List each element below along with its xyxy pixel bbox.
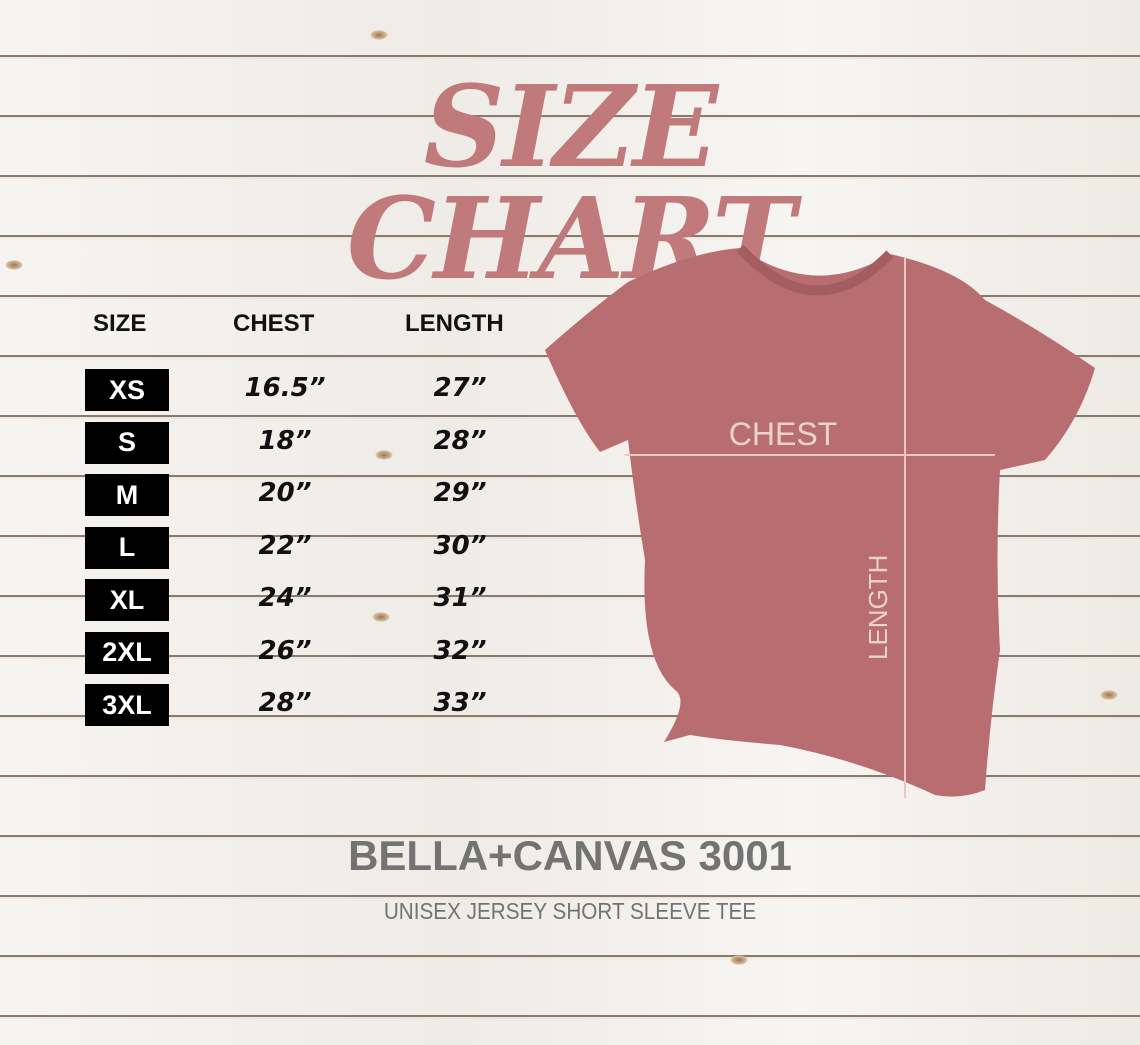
- chest-label: CHEST: [729, 416, 837, 452]
- brand-name: BELLA+CANVAS 3001: [348, 832, 792, 879]
- chest-value: 28”: [258, 688, 312, 718]
- tshirt-shape: [545, 248, 1095, 797]
- wood-knot: [730, 955, 748, 965]
- chest-value: 20”: [258, 478, 312, 508]
- table-row: 2XL 26” 32”: [85, 631, 545, 674]
- header-chest: CHEST: [233, 310, 315, 337]
- size-badge: XS: [85, 369, 169, 411]
- chest-value: 22”: [258, 530, 312, 561]
- size-badge: L: [85, 526, 169, 569]
- wood-knot: [375, 450, 393, 460]
- chest-value: 18”: [258, 425, 312, 456]
- wood-knot: [370, 30, 388, 40]
- brand-subtitle: UNISEX JERSEY SHORT SLEEVE TEE: [383, 898, 757, 924]
- length-value: 30”: [433, 530, 487, 561]
- length-value: 29”: [433, 478, 487, 508]
- length-value: 27”: [433, 373, 487, 403]
- header-length: LENGTH: [405, 310, 504, 337]
- length-value: 32”: [433, 635, 487, 666]
- size-badge: 3XL: [85, 684, 169, 726]
- length-label: LENGTH: [863, 555, 893, 660]
- collar: [736, 244, 894, 296]
- size-badge: S: [85, 421, 169, 464]
- table-row: M 20” 29”: [85, 474, 545, 516]
- size-badge: M: [85, 474, 169, 516]
- size-badge: 2XL: [85, 631, 169, 674]
- page-title: SIZE CHART: [346, 62, 795, 305]
- table-row: L 22” 30”: [85, 526, 545, 569]
- wood-knot: [5, 260, 23, 270]
- chest-value: 26”: [258, 635, 312, 666]
- table-row: XS 16.5” 27”: [85, 369, 545, 411]
- size-badge: XL: [85, 579, 169, 621]
- length-value: 33”: [433, 688, 487, 718]
- table-row: XL 24” 31”: [85, 579, 545, 621]
- chest-value: 16.5”: [244, 373, 326, 403]
- wood-knot: [372, 612, 390, 622]
- length-value: 31”: [433, 583, 487, 613]
- length-value: 28”: [433, 425, 487, 456]
- table-row: S 18” 28”: [85, 421, 545, 464]
- chest-value: 24”: [258, 583, 312, 613]
- header-size: SIZE: [93, 310, 147, 337]
- wood-knot: [1100, 690, 1118, 700]
- table-row: 3XL 28” 33”: [85, 684, 545, 726]
